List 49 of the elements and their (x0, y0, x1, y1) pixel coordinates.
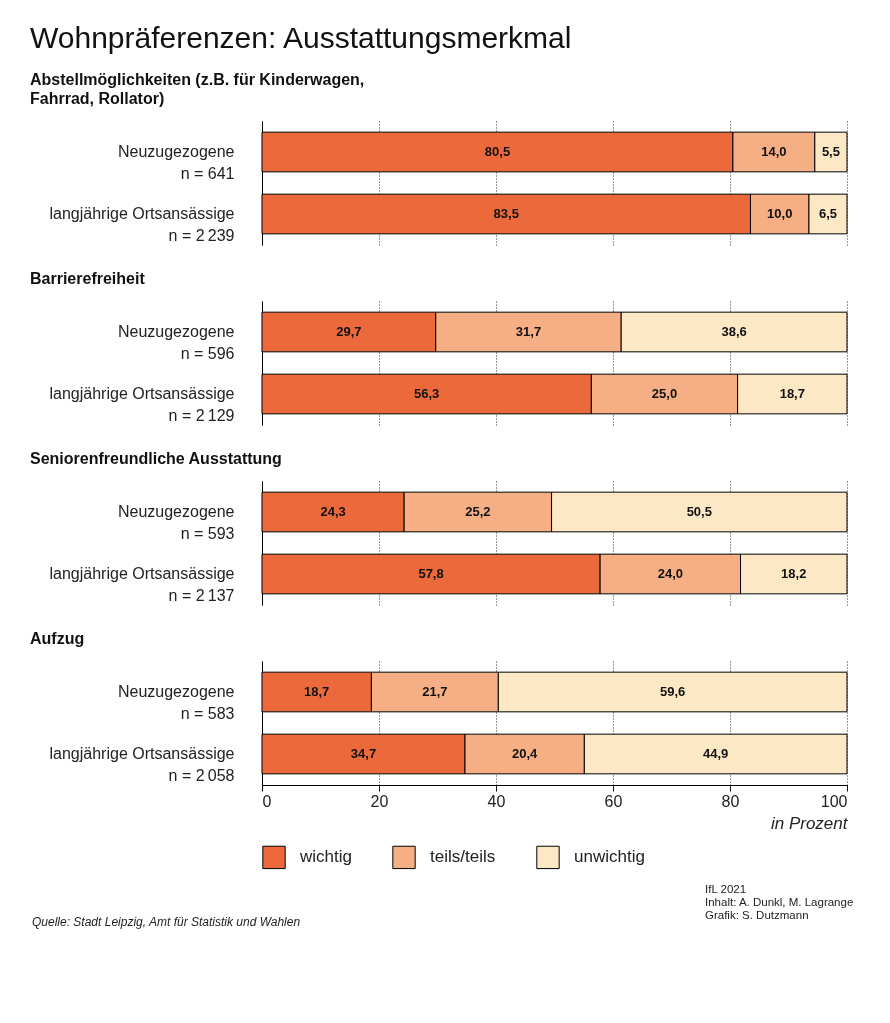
x-axis-title: in Prozent (770, 813, 849, 833)
data-label: 18,2 (781, 566, 807, 581)
data-label: 29,7 (336, 324, 362, 339)
data-label: 57,8 (418, 566, 444, 581)
source-note: Quelle: Stadt Leipzig, Amt für Statistik und Wahlen (32, 915, 301, 929)
data-label: 38,6 (721, 324, 747, 339)
y-tick-label: langjährige Ortsansässige n = 2 137 (49, 565, 235, 604)
y-tick-label: Neuzugezogene n = 641 (117, 143, 235, 182)
data-label: 21,7 (422, 684, 448, 699)
text: Barrierefreiheit (30, 270, 146, 287)
x-tick-label: 100 (820, 792, 848, 810)
data-label: 10,0 (767, 206, 793, 221)
y-tick-label: Neuzugezogene n = 593 (117, 503, 235, 542)
x-tick-label: 20 (370, 792, 389, 810)
y-tick-label: langjährige Ortsansässige n = 2 058 (49, 745, 235, 784)
data-label: 80,5 (484, 144, 511, 159)
x-tick-label: 80 (721, 792, 740, 810)
legend-label: unwichtig (574, 847, 645, 867)
y-tick-label: Neuzugezogene n = 583 (117, 683, 235, 722)
data-label: 59,6 (660, 684, 686, 699)
text: Aufzug (30, 630, 85, 647)
data-label: 18,7 (779, 386, 805, 401)
y-tick-label: langjährige Ortsansässige n = 2 239 (49, 205, 235, 244)
y-tick-label: Neuzugezogene n = 596 (117, 323, 235, 362)
data-label: 83,5 (493, 206, 519, 221)
chart-title: Seniorenfreundliche Ausstattung (30, 450, 282, 467)
data-label: 50,5 (686, 504, 712, 519)
data-label: 24,3 (320, 504, 346, 519)
data-label: 34,7 (350, 746, 377, 761)
chart-subtitle: Abstellmöglichkeiten (z.B. für Kinderwagen, Fahrrad, Rollator) (30, 71, 365, 107)
text: IfL 2021 Inhalt: A. Dunkl, M. Lagrange Grafik: S. Dutzmann (705, 883, 854, 922)
x-tick-label: 60 (604, 792, 623, 810)
data-label: 24,0 (657, 566, 683, 581)
data-label: 6,5 (818, 206, 838, 221)
x-tick-label: 40 (487, 792, 506, 810)
data-label: 56,3 (414, 386, 440, 401)
x-tick-label: 0 (262, 792, 272, 810)
chart-title: Wohnpräferenzen: Ausstattungsmerkmal (30, 21, 572, 54)
data-label: 20,4 (512, 746, 539, 761)
data-label: 14,0 (761, 144, 787, 159)
legend-label: wichtig (299, 847, 352, 867)
y-tick-label: langjährige Ortsansässige n = 2 129 (49, 385, 235, 424)
data-label: 18,7 (304, 684, 330, 699)
data-label: 5,5 (821, 144, 840, 159)
data-label: 44,9 (703, 746, 729, 761)
data-label: 25,2 (465, 504, 491, 519)
data-label: 25,0 (651, 386, 678, 401)
legend-label: teils/teils (430, 847, 496, 867)
data-label: 31,7 (515, 324, 542, 339)
